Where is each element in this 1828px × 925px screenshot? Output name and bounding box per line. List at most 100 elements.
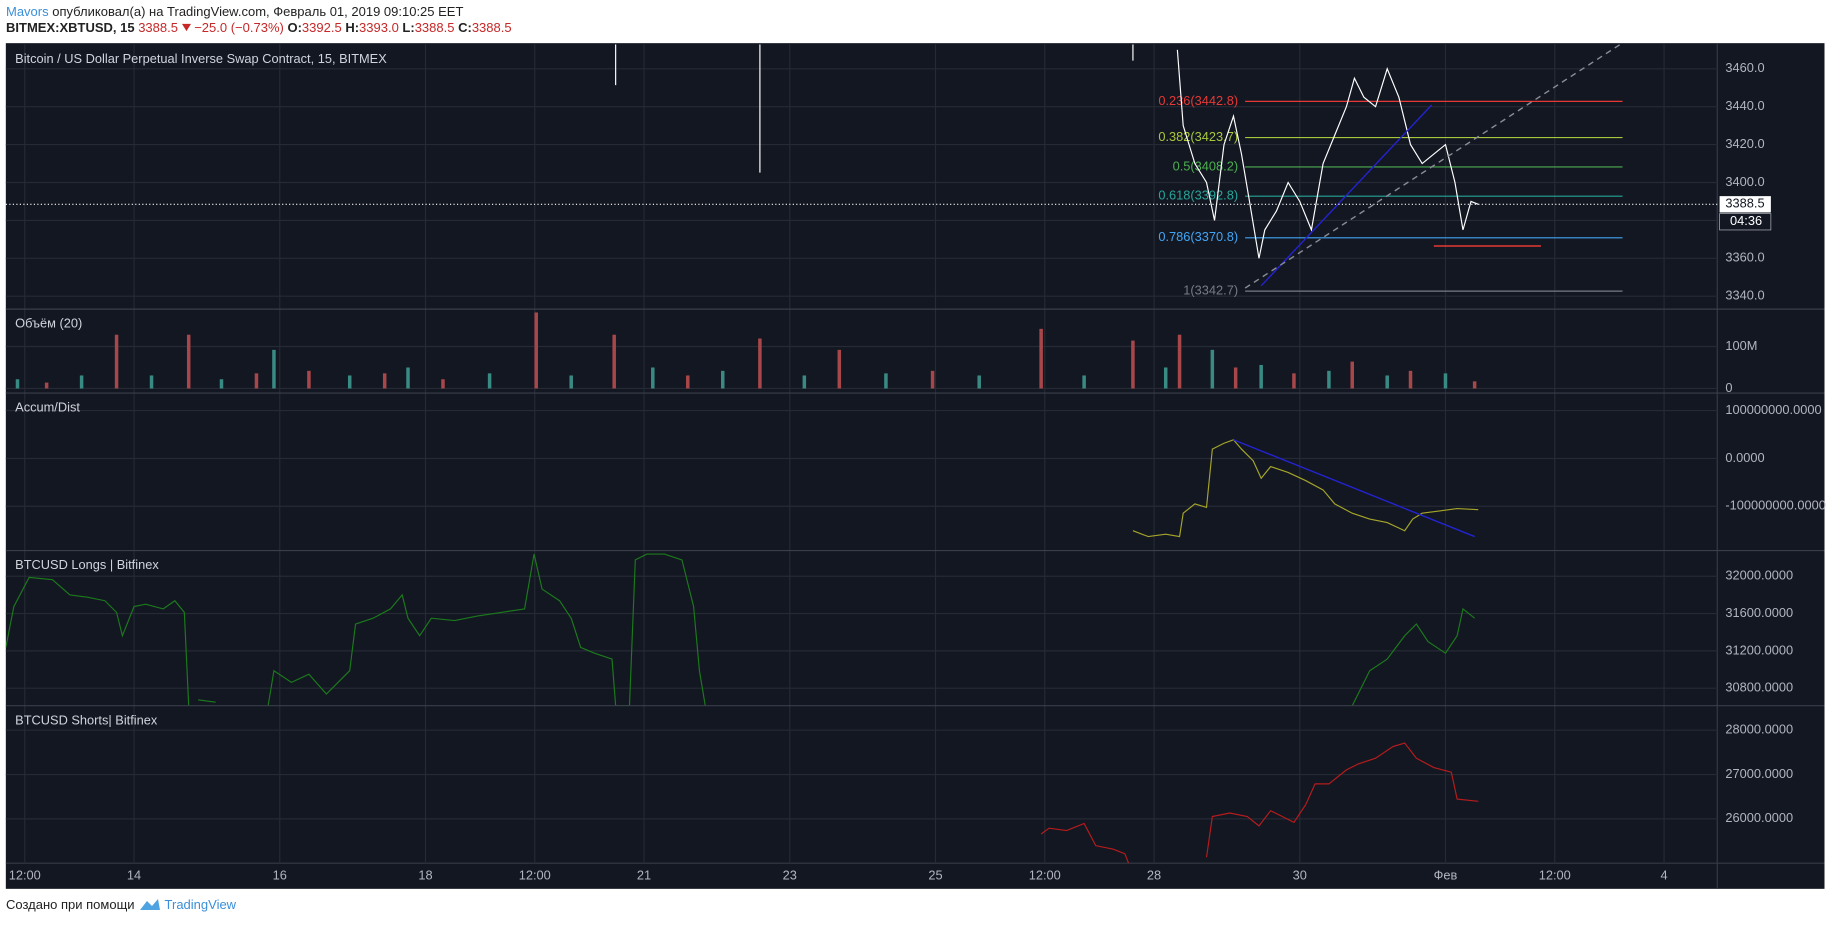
x-tick-label: 12:00 (519, 867, 551, 882)
x-tick-label: 18 (418, 867, 432, 882)
y-tick-label: 27000.0000 (1725, 766, 1793, 781)
volume-bar (1443, 373, 1448, 389)
y-tick-label: 3360.0 (1725, 250, 1764, 265)
volume-bar (406, 367, 410, 389)
volume-bar (1472, 381, 1477, 389)
y-tick-label: 28000.0000 (1725, 722, 1793, 737)
fib-label: 0.786(3370.8) (1158, 229, 1238, 244)
pane-title: Bitcoin / US Dollar Perpetual Inverse Sw… (15, 51, 387, 66)
ohlc-label: H: (345, 20, 360, 35)
volume-bar (114, 334, 119, 389)
publish-line: Mavors опубликовал(а) на TradingView.com… (6, 4, 463, 19)
ohlc-value: 3392.5 (301, 20, 342, 35)
volume-bar (1210, 349, 1215, 389)
volume-bar (1039, 328, 1043, 389)
countdown-box (1719, 213, 1772, 231)
tv-logo (139, 899, 160, 910)
ohlc-value: 3393.0 (359, 20, 399, 35)
volume-bar (1233, 367, 1238, 389)
volume-bar (186, 334, 191, 389)
ohlc: O:3392.5 H:3393.0 L:3388.5 C:3388.5 (287, 20, 511, 35)
footer: Создано при помощи TradingView (6, 897, 236, 912)
series-line (1176, 49, 1479, 259)
y-tick-label: 32000.0000 (1725, 568, 1793, 583)
fib-label: 1(3342.7) (1183, 282, 1238, 297)
y-tick-label: 3440.0 (1725, 98, 1764, 113)
footer-brand[interactable]: TradingView (164, 897, 237, 912)
volume-bar (347, 375, 352, 389)
volume-bar (1327, 370, 1331, 389)
volume-bar (651, 367, 655, 389)
symbol-line: BITMEX:XBTUSD, 15 3388.5 −25.0 (−0.73%) … (6, 20, 512, 35)
x-tick-label: 23 (783, 867, 797, 882)
y-tick-label: 100000000.0000 (1725, 402, 1821, 417)
volume-bar (1082, 375, 1086, 389)
x-tick-label: 25 (928, 867, 942, 882)
fib-label: 0.618(3392.8) (1158, 188, 1238, 203)
pane-plot (1040, 742, 1479, 864)
last-price-box (1719, 196, 1771, 213)
author[interactable]: Mavors (6, 4, 49, 19)
fib-label: 0.5(3408.2) (1173, 158, 1239, 173)
volume-bar (487, 373, 492, 389)
ohlc-value: 3388.5 (471, 20, 512, 35)
last: 3388.5 (138, 20, 178, 35)
pane-plot: 0.236(3442.8) 0.382(3423.7) 0.5(3408.2) 0.6… (615, 44, 1623, 297)
down-arrow (181, 23, 191, 32)
x-tick-label: Фев (1434, 867, 1458, 882)
volume-bar (441, 379, 445, 389)
volume-bar (1292, 373, 1296, 389)
y-tick-label: 100M (1725, 338, 1757, 353)
change: −25.0 (−0.73%) (194, 20, 284, 35)
trend-line (1244, 44, 1621, 289)
y-tick-label: 3460.0 (1725, 60, 1764, 75)
x-tick-label: 12:00 (1539, 867, 1571, 882)
pane-plot (1132, 439, 1479, 538)
y-tick-label: 0.0000 (1725, 450, 1764, 465)
last-price-label: 3388.5 (1725, 196, 1764, 211)
ohlc-label: O: (287, 20, 302, 35)
x-tick-label: 28 (1147, 867, 1161, 882)
volume-bar (720, 370, 725, 389)
pane-title: Accum/Dist (15, 400, 80, 415)
volume-bar (272, 349, 276, 389)
y-tick-label: -100000000.0000 (1725, 498, 1825, 513)
volume-bar (534, 312, 538, 389)
x-tick-label: 30 (1293, 867, 1307, 882)
x-tick-label: 21 (637, 867, 651, 882)
published: опубликовал(а) на TradingView.com, Февра… (52, 4, 464, 19)
volume-bar (612, 334, 616, 389)
pane-plot (5, 553, 1475, 706)
symbol: BITMEX:XBTUSD, 15 (6, 20, 135, 35)
x-tick-label: 14 (127, 867, 141, 882)
volume-bar (219, 379, 224, 389)
volume-bar (802, 375, 807, 389)
volume-bar (686, 375, 690, 389)
series-line (1040, 742, 1479, 864)
volume-bar (930, 370, 935, 389)
volume-bar (1408, 370, 1413, 389)
pane-title: BTCUSD Longs | Bitfinex (15, 557, 159, 572)
volume-bar (307, 370, 311, 389)
y-tick-label: 3340.0 (1725, 288, 1764, 303)
volume-bar (1350, 361, 1354, 389)
x-tick-label: 12:00 (1029, 867, 1061, 882)
volume-bar (254, 373, 259, 389)
series-line (1132, 439, 1479, 538)
volume-bar (382, 373, 387, 389)
pane-plot (15, 312, 1477, 389)
footer-text: Создано при помощи (6, 897, 135, 912)
ohlc-label: C: (458, 20, 472, 35)
volume-bar (758, 338, 762, 389)
volume-bar (79, 375, 84, 389)
y-tick-label: 3420.0 (1725, 136, 1764, 151)
volume-bar (569, 375, 573, 389)
y-tick-label: 26000.0000 (1725, 810, 1793, 825)
pane-title: Объём (20) (15, 316, 82, 331)
volume-bar (837, 349, 842, 389)
chart-background (5, 43, 1825, 889)
fib-label: 0.236(3442.8) (1158, 93, 1238, 108)
